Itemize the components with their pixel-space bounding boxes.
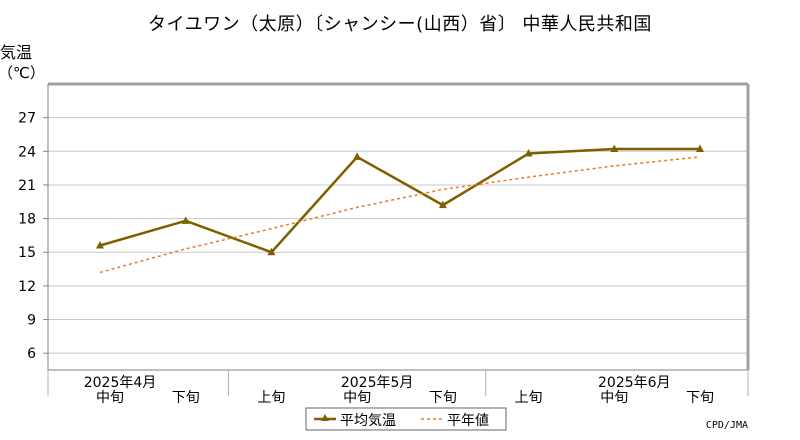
x-tick-label: 中旬 [343,390,371,406]
legend-marker-average [321,414,329,421]
y-tick-label: 9 [27,313,36,329]
x-tick-label: 下旬 [686,390,714,406]
y-tick-label: 24 [18,144,36,160]
data-point-marker [96,241,104,249]
legend: 平均気温 平年値 [305,407,507,431]
x-tick-label: 下旬 [429,390,457,406]
data-point-marker [353,152,362,160]
chart-title: タイユワン（太原）〔シャンシー(山西）省〕 中華人民共和国 [148,14,652,35]
legend-box [305,407,507,431]
legend-label-normal: 平年値 [447,413,489,429]
x-tick-label: 下旬 [172,390,200,406]
grid-lines [48,117,748,354]
series-layer [96,144,704,274]
data-point-marker [267,247,276,256]
series-line-average [99,147,700,254]
x-tick-label: 上旬 [257,390,285,406]
y-tick-label: 15 [18,245,36,261]
plot-frame [47,82,750,371]
x-tick-label: 中旬 [96,390,124,406]
data-point-marker [610,144,619,153]
y-tick-label: 21 [18,178,36,194]
y-axis-ticks: 6 9 12 15 18 21 24 27 [18,111,48,362]
x-axis: 中旬 下旬 上旬 中旬 下旬 上旬 中旬 下旬 2025年4月 2025年5月 2025年6月 [47,370,749,406]
y-axis-label: 気温 （℃） [0,43,45,82]
y-tick-label: 12 [18,279,36,295]
data-point-marker [438,200,447,209]
data-point-marker [181,216,190,224]
month-label: 2025年4月 [84,375,157,391]
legend-label-average: 平均気温 [340,413,396,429]
y-tick-label: 18 [18,212,36,228]
credit-footer: CPD/JMA [705,420,748,431]
data-point-marker [524,149,533,157]
x-tick-label: 中旬 [600,390,628,406]
data-point-marker [696,144,704,153]
y-axis-title: 気温 [0,43,32,62]
series-line-normal [99,156,701,274]
y-tick-label: 27 [18,111,36,127]
x-tick-label: 上旬 [515,390,543,406]
y-axis-unit: （℃） [0,64,45,82]
y-tick-label: 6 [27,346,36,362]
month-label: 2025年6月 [598,375,671,391]
month-label: 2025年5月 [341,375,414,391]
